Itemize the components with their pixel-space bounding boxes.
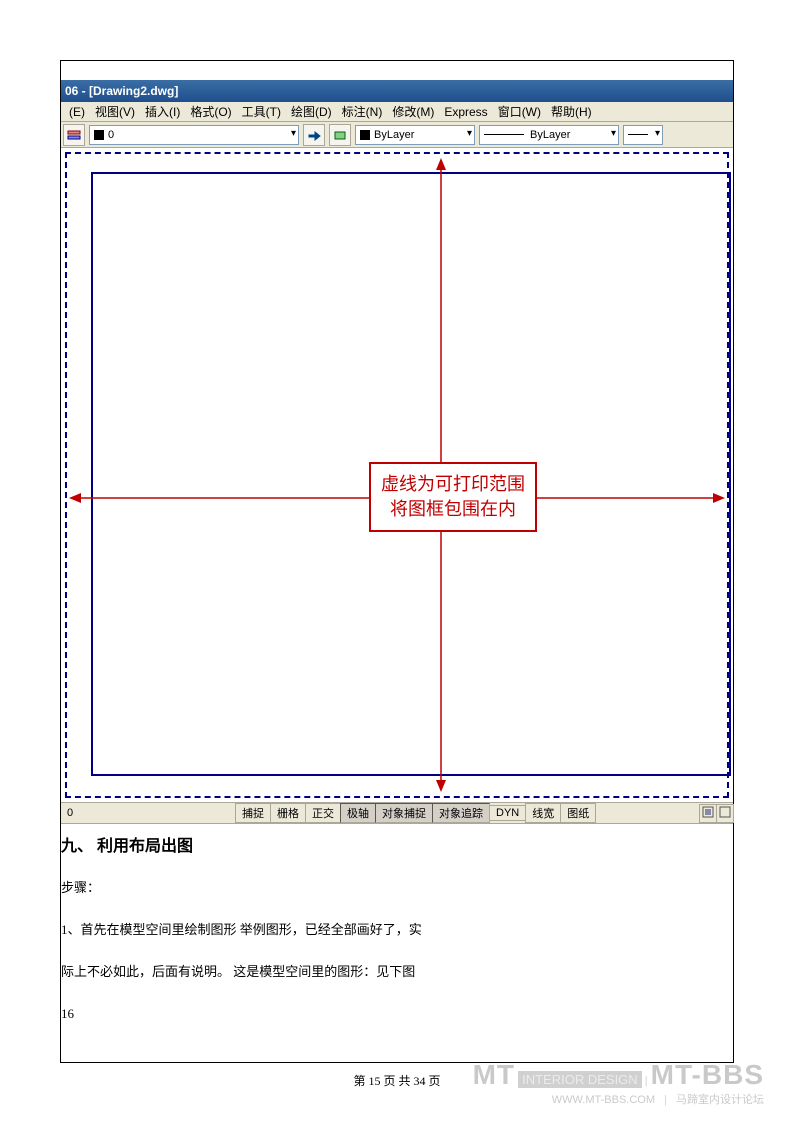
- menu-window[interactable]: 窗口(W): [494, 103, 545, 120]
- status-snap[interactable]: 捕捉: [235, 803, 271, 823]
- status-ortho[interactable]: 正交: [305, 803, 341, 823]
- section-heading: 九、 利用布局出图: [61, 834, 721, 860]
- watermark: MT INTERIOR DESIGN | MT-BBS WWW.MT-BBS.C…: [473, 1059, 764, 1107]
- layer-swatch-icon: [94, 130, 104, 140]
- layer-manager-icon[interactable]: [63, 124, 85, 146]
- lw-preview-icon: [628, 134, 648, 135]
- window-titlebar: 06 - [Drawing2.dwg]: [61, 80, 733, 102]
- status-dyn[interactable]: DYN: [489, 805, 526, 821]
- status-paper[interactable]: 图纸: [560, 803, 596, 823]
- layer-states-icon[interactable]: [329, 124, 351, 146]
- coordinate-readout: 0: [65, 807, 235, 819]
- menu-view[interactable]: 视图(V): [91, 103, 139, 120]
- properties-toolbar: 0 ByLayer ByLayer: [61, 122, 733, 148]
- wm-brand1: MT: [473, 1059, 515, 1090]
- color-dropdown[interactable]: ByLayer: [355, 125, 475, 145]
- lineweight-dropdown[interactable]: [623, 125, 663, 145]
- linetype-dropdown[interactable]: ByLayer: [479, 125, 619, 145]
- annotation-line1: 虚线为可打印范围: [381, 472, 525, 497]
- wm-cn: 马蹄室内设计论坛: [676, 1094, 764, 1106]
- menu-format[interactable]: 格式(O): [186, 103, 235, 120]
- menu-dim[interactable]: 标注(N): [338, 103, 387, 120]
- menu-edit[interactable]: (E): [65, 105, 89, 119]
- steps-label: 步骤：: [61, 878, 721, 899]
- color-swatch-icon: [360, 130, 370, 140]
- wm-tag: INTERIOR DESIGN: [518, 1071, 642, 1088]
- menu-draw[interactable]: 绘图(D): [287, 103, 336, 120]
- layer-value: 0: [108, 129, 114, 141]
- status-max-icon[interactable]: [716, 804, 734, 823]
- menu-help[interactable]: 帮助(H): [547, 103, 596, 120]
- status-osnap[interactable]: 对象捕捉: [375, 803, 433, 823]
- status-lwt[interactable]: 线宽: [525, 803, 561, 823]
- linetype-preview-icon: [484, 134, 524, 135]
- status-otrack[interactable]: 对象追踪: [432, 803, 490, 823]
- wm-brand2: MT-BBS: [651, 1059, 764, 1090]
- menu-express[interactable]: Express: [440, 105, 491, 119]
- linetype-value: ByLayer: [530, 129, 570, 141]
- layer-prev-icon[interactable]: [303, 124, 325, 146]
- annotation-callout: 虚线为可打印范围 将图框包围在内: [369, 462, 537, 532]
- status-polar[interactable]: 极轴: [340, 803, 376, 823]
- drawing-canvas: 虚线为可打印范围 将图框包围在内: [61, 148, 733, 798]
- body-line-3: 16: [61, 1004, 721, 1025]
- cad-screenshot: 06 - [Drawing2.dwg] (E) 视图(V) 插入(I) 格式(O…: [61, 80, 733, 798]
- status-bar: 0 捕捉 栅格 正交 极轴 对象捕捉 对象追踪 DYN 线宽 图纸: [61, 802, 733, 824]
- menu-insert[interactable]: 插入(I): [141, 103, 184, 120]
- menu-tools[interactable]: 工具(T): [238, 103, 285, 120]
- color-value: ByLayer: [374, 129, 414, 141]
- wm-url: WWW.MT-BBS.COM: [552, 1094, 655, 1106]
- body-line-1: 1、首先在模型空间里绘制图形 举例图形，已经全部画好了，实: [61, 920, 721, 941]
- annotation-line2: 将图框包围在内: [381, 497, 525, 522]
- status-grid[interactable]: 栅格: [270, 803, 306, 823]
- menu-bar: (E) 视图(V) 插入(I) 格式(O) 工具(T) 绘图(D) 标注(N) …: [61, 102, 733, 122]
- layer-dropdown[interactable]: 0: [89, 125, 299, 145]
- status-toggle-icon[interactable]: [699, 804, 717, 823]
- menu-modify[interactable]: 修改(M): [388, 103, 438, 120]
- body-line-2: 际上不必如此，后面有说明。 这是模型空间里的图形：见下图: [61, 962, 721, 983]
